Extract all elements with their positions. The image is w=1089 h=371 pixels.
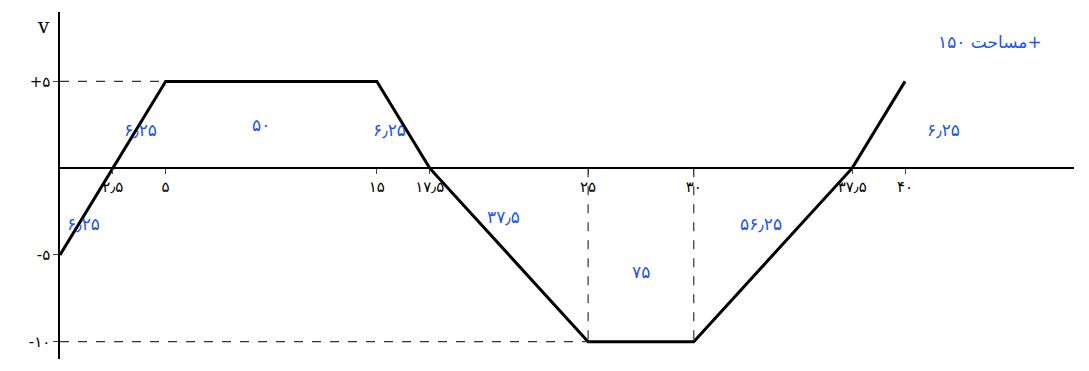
svg-text:v: v <box>37 14 50 38</box>
svg-text:۶٫۲۵: ۶٫۲۵ <box>927 120 960 140</box>
svg-text:۶٫۲۵: ۶٫۲۵ <box>124 120 157 140</box>
svg-text:۲٫۵: ۲٫۵ <box>102 178 123 196</box>
svg-text:۱۷٫۵: ۱۷٫۵ <box>415 178 444 196</box>
svg-text:۳۰: ۳۰ <box>686 178 702 196</box>
svg-text:۳۷٫۵: ۳۷٫۵ <box>838 178 867 196</box>
svg-text:۴۰: ۴۰ <box>897 178 913 196</box>
svg-text:-۵: -۵ <box>37 246 50 264</box>
svg-text:۶٫۲۵: ۶٫۲۵ <box>373 120 406 140</box>
svg-text:+۵: +۵ <box>30 73 51 91</box>
svg-text:۵۶٫۲۵: ۵۶٫۲۵ <box>740 214 782 234</box>
svg-text:۶٫۲۵: ۶٫۲۵ <box>67 214 100 234</box>
svg-text:مساحت ۱۵۰+: مساحت ۱۵۰+ <box>938 32 1042 52</box>
svg-text:۵: ۵ <box>162 178 170 196</box>
svg-text:۳۷٫۵: ۳۷٫۵ <box>487 207 520 227</box>
svg-text:۷۵: ۷۵ <box>632 262 650 282</box>
svg-text:-۱۰: -۱۰ <box>29 333 51 351</box>
svg-text:۲۵: ۲۵ <box>580 178 596 196</box>
svg-text:۱۵: ۱۵ <box>369 178 385 196</box>
svg-text:۵۰: ۵۰ <box>252 115 270 135</box>
